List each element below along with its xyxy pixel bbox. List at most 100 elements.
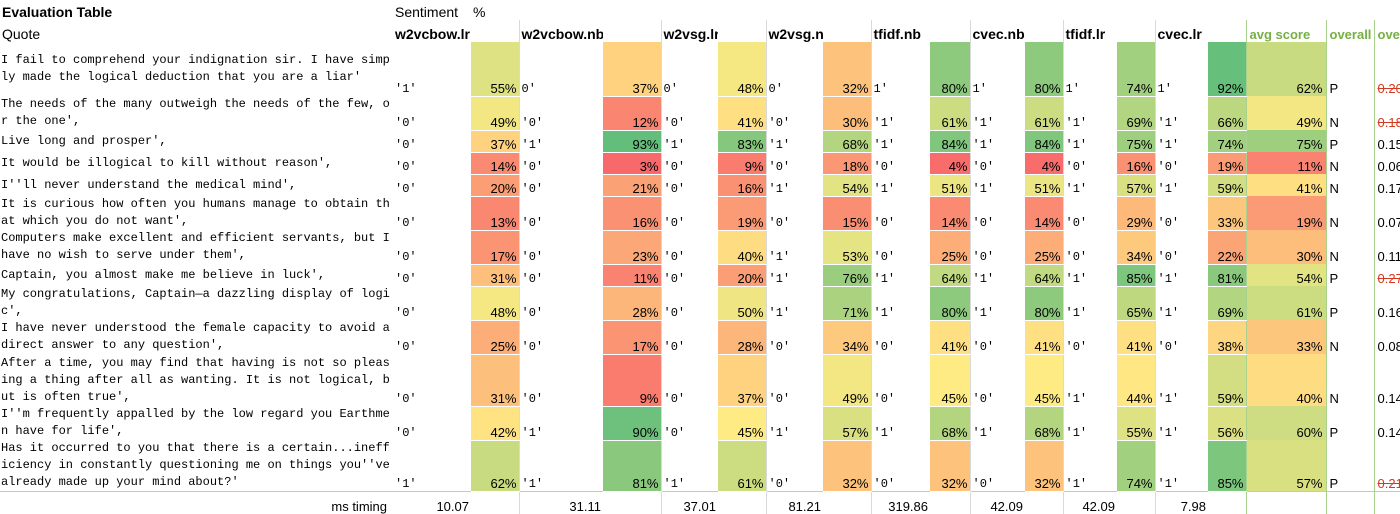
overall-label-header: overall	[1325, 20, 1374, 42]
table-row: I''ll never understand the medical mind'…	[0, 174, 1400, 197]
percent-cell: 31%	[471, 264, 519, 287]
overall-label-cell: P	[1325, 286, 1374, 320]
percent-cell: 17%	[603, 320, 661, 355]
sentiment-cell: '1'	[1062, 406, 1117, 440]
percent-cell: 14%	[471, 152, 519, 175]
avg-score-cell: 33%	[1245, 320, 1326, 354]
sentiment-cell: '0'	[395, 250, 417, 264]
timing-value: 319.86	[870, 491, 930, 514]
sentiment-cell: 1'	[1154, 42, 1208, 96]
percent-cell: 57%	[823, 406, 871, 441]
overall-score-cell: 0.2721	[1373, 264, 1400, 286]
sentiment-cell: '0'	[518, 174, 603, 196]
percent-cell: 83%	[718, 130, 766, 153]
percent-cell: 84%	[930, 130, 970, 153]
sentiment-cell: '0'	[870, 440, 930, 492]
sentiment-cell: '0'	[660, 320, 718, 354]
table-row: The needs of the many outweigh the needs…	[0, 96, 1400, 131]
percent-cell: 90%	[603, 406, 661, 441]
quote-cell: I''m frequently appalled by the low rega…	[1, 407, 390, 438]
quote-header: Quote	[2, 26, 41, 42]
sentiment-cell: '1'	[660, 130, 718, 152]
percent-cell: 55%	[1117, 406, 1155, 441]
model-header-cvec-lr: cvec.lr	[1154, 20, 1208, 42]
sentiment-cell: '0'	[518, 230, 603, 264]
sentiment-cell: '0'	[969, 230, 1025, 264]
sentiment-cell: '1'	[969, 406, 1025, 440]
percent-cell: 25%	[930, 230, 970, 265]
overall-score-cell: 0.1699	[1373, 286, 1400, 320]
model-header-w2vsg-lr: w2vsg.lr	[660, 20, 718, 42]
percent-cell: 9%	[718, 152, 766, 175]
sentiment-cell: '0'	[765, 196, 823, 230]
percent-cell: 62%	[471, 440, 519, 492]
table-row: It would be illogical to kill without re…	[0, 152, 1400, 175]
percent-cell: 31%	[471, 354, 519, 407]
sentiment-cell: '1'	[1062, 354, 1117, 406]
table-row: I''m frequently appalled by the low rega…	[0, 406, 1400, 441]
table-title: Evaluation Table	[2, 4, 113, 20]
percent-cell: 74%	[1208, 130, 1246, 153]
sentiment-cell: '0'	[518, 152, 603, 174]
sentiment-cell: '1'	[1154, 406, 1208, 440]
timing-value: 42.09	[1062, 491, 1117, 514]
sentiment-cell: '1'	[870, 264, 930, 286]
spreadsheet: Evaluation Table Sentiment % Quote w2vcb…	[0, 4, 1400, 514]
overall-score-cell: 0.1407	[1373, 354, 1400, 406]
percent-cell: 51%	[930, 174, 970, 197]
sentiment-cell: '1'	[395, 82, 417, 96]
percent-cell: 42%	[471, 406, 519, 441]
percent-cell: 93%	[603, 130, 661, 153]
percent-cell: 16%	[718, 174, 766, 197]
sentiment-cell: '0'	[660, 264, 718, 286]
sentiment-cell: '0'	[1062, 196, 1117, 230]
percent-cell: 61%	[718, 440, 766, 492]
avg-score-cell: 30%	[1245, 230, 1326, 264]
percent-cell: 16%	[1117, 152, 1155, 175]
sentiment-cell: '0'	[765, 96, 823, 130]
sentiment-cell: '1'	[1062, 264, 1117, 286]
timing-row: ms timing 10.07 31.11 37.01 81.21 319.86 42.09…	[0, 491, 1400, 514]
percent-cell: 56%	[1208, 406, 1246, 441]
percent-cell: 68%	[823, 130, 871, 153]
sentiment-cell: '0'	[1154, 230, 1208, 264]
sentiment-cell: '1'	[660, 440, 718, 492]
timing-value: 42.09	[969, 491, 1025, 514]
table-row: My congratulations, Captain—a dazzling d…	[0, 286, 1400, 321]
percent-cell: 45%	[930, 354, 970, 407]
model-header-w2vcbow-nb: w2vcbow.nb	[518, 20, 603, 42]
percent-cell: 38%	[1208, 320, 1246, 355]
percent-cell: 80%	[930, 42, 970, 97]
sentiment-cell: '1'	[765, 130, 823, 152]
table-row: Computers make excellent and efficient s…	[0, 230, 1400, 265]
sentiment-cell: '1'	[1154, 440, 1208, 492]
overall-label-cell: P	[1325, 264, 1374, 286]
avg-score-cell: 49%	[1245, 96, 1326, 130]
percent-cell: 51%	[1025, 174, 1063, 197]
avg-score-cell: 11%	[1245, 152, 1326, 174]
percent-cell: 25%	[1025, 230, 1063, 265]
overall-score-cell: 0.0625	[1373, 152, 1400, 174]
percent-cell: 74%	[1117, 440, 1155, 492]
percent-cell: 80%	[930, 286, 970, 321]
overall-label-cell: N	[1325, 320, 1374, 354]
table-row: Has it occurred to you that there is a c…	[0, 440, 1400, 492]
percent-cell: 20%	[471, 174, 519, 197]
percent-cell: 80%	[1025, 42, 1063, 97]
sentiment-cell: '0'	[395, 340, 417, 354]
sentiment-cell: 0'	[765, 42, 823, 96]
model-header-w2vsg-nb: w2vsg.nb	[765, 20, 823, 42]
percent-cell: 41%	[930, 320, 970, 355]
percent-cell: 30%	[823, 96, 871, 131]
overall-score-cell: 0.1872	[1373, 96, 1400, 130]
sentiment-cell: '0'	[518, 286, 603, 320]
sentiment-cell: '1'	[870, 174, 930, 196]
avg-score-cell: 40%	[1245, 354, 1326, 406]
sentiment-cell: '0'	[765, 152, 823, 174]
percent-cell: 45%	[1025, 354, 1063, 407]
sentiment-cell: '0'	[1154, 196, 1208, 230]
sentiment-cell: '1'	[969, 130, 1025, 152]
quote-cell: Computers make excellent and efficient s…	[1, 231, 390, 262]
sentiment-cell: '1'	[395, 477, 417, 491]
quote-cell: I''ll never understand the medical mind'…	[1, 177, 297, 192]
